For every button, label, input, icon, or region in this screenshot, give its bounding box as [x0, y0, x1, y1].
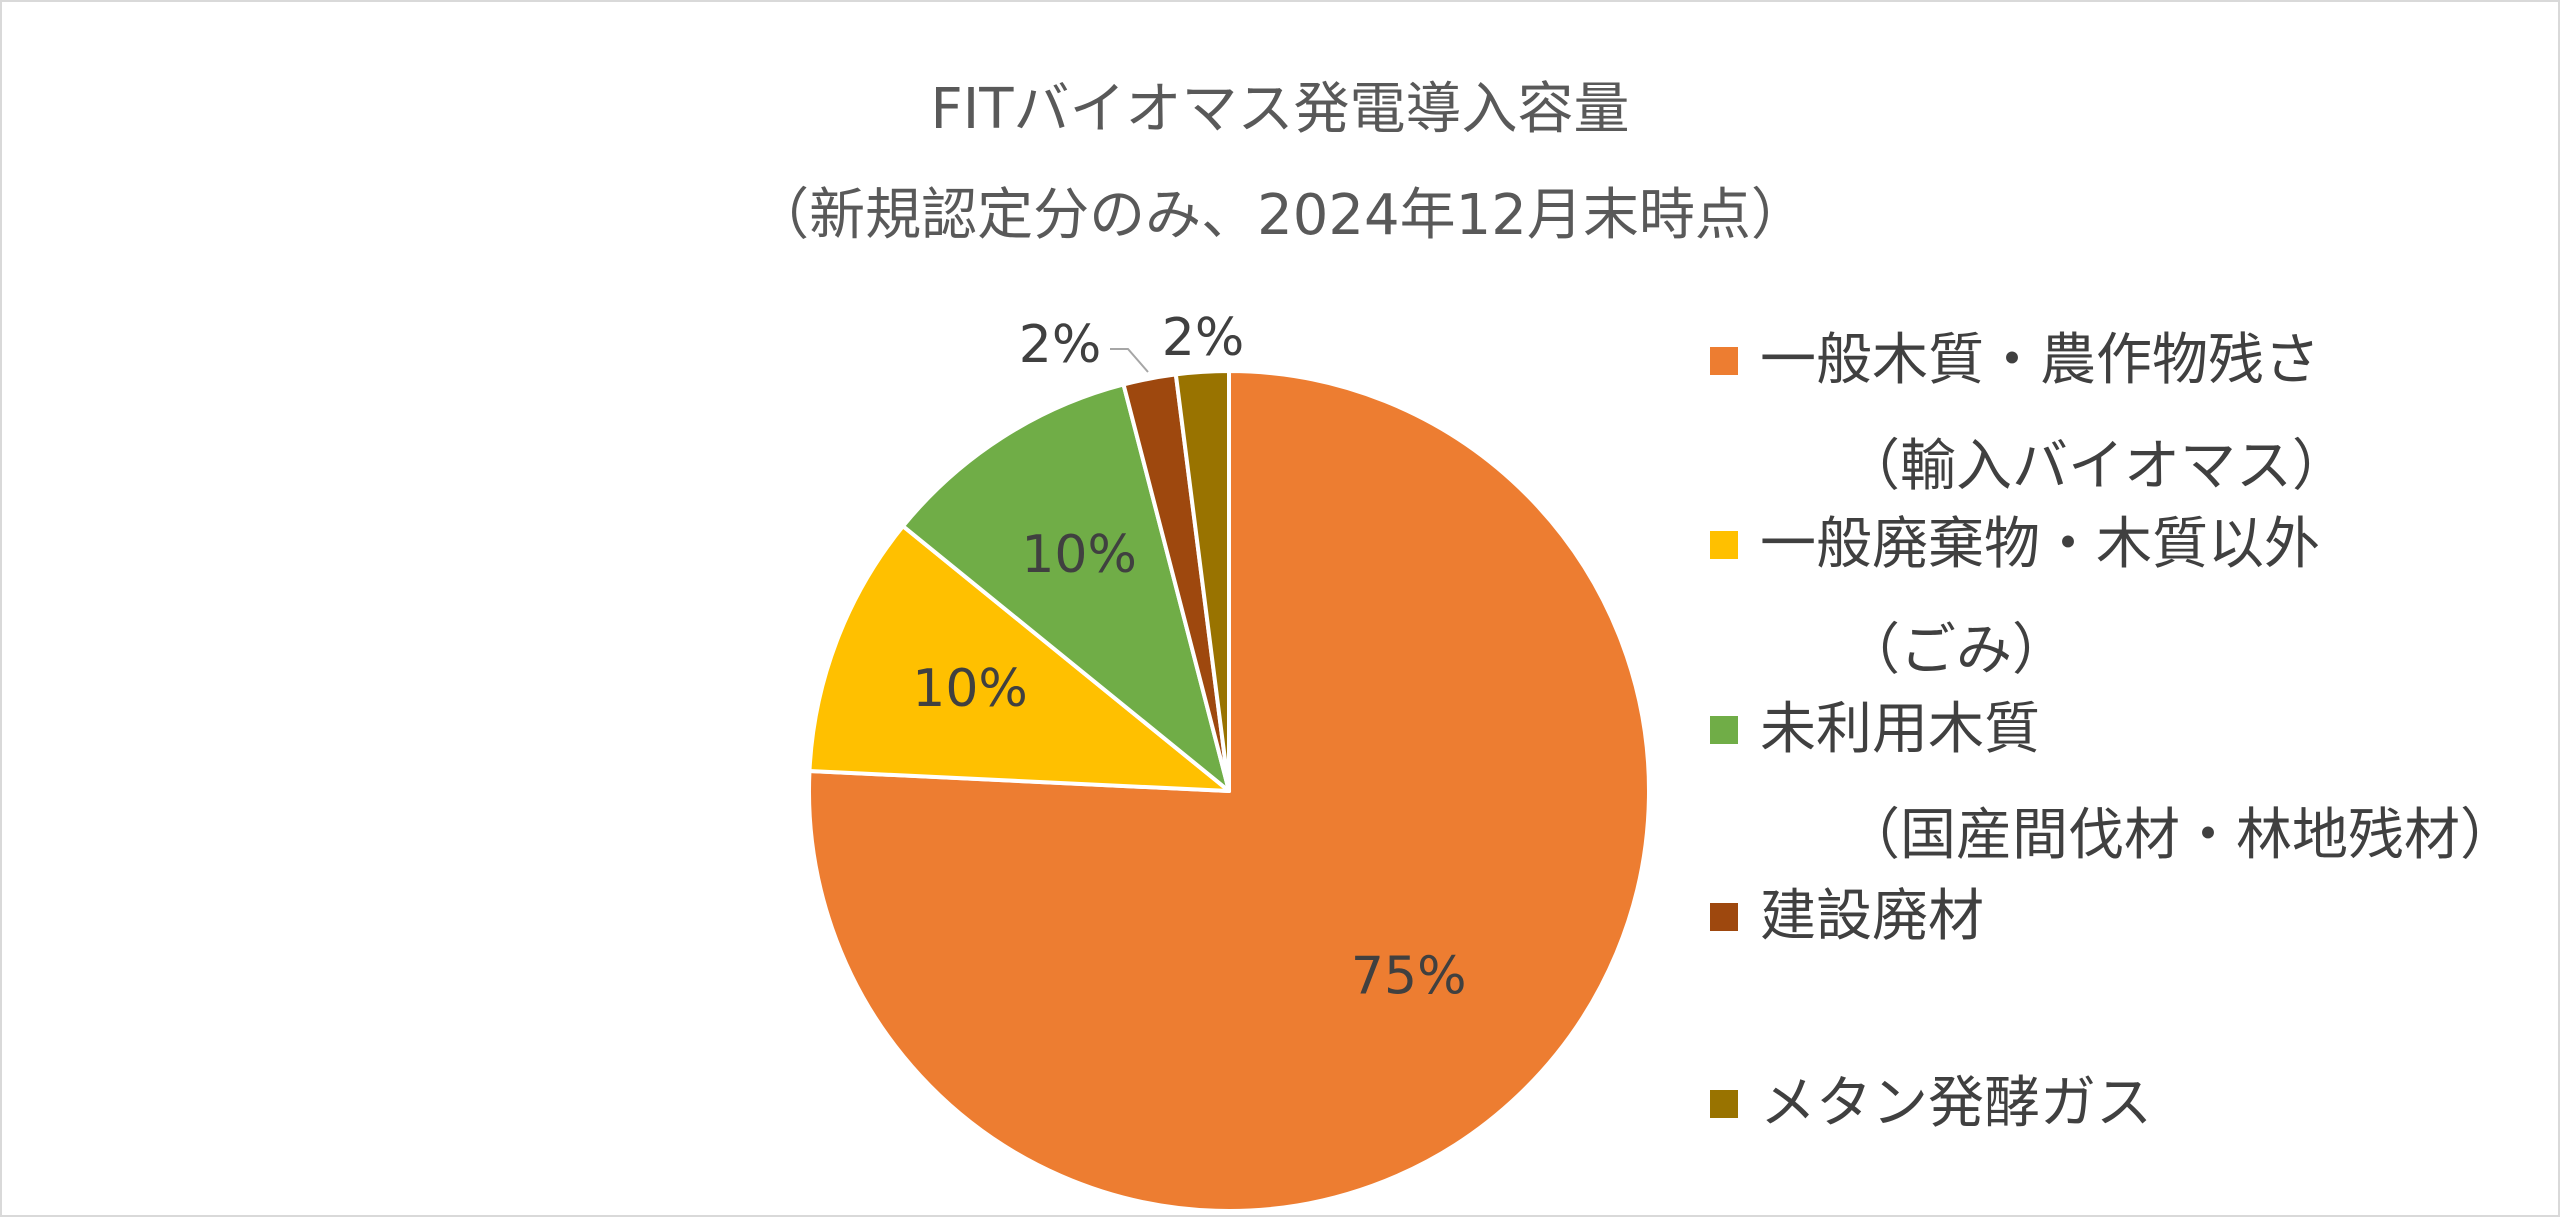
- legend-sublabel-general-waste: （ごみ）: [1844, 618, 2068, 683]
- data-labels: 75% 10% 10% 2% 2%: [912, 308, 1466, 1006]
- legend-swatch-general-waste: [1710, 531, 1738, 559]
- data-label-1: 10%: [912, 659, 1028, 719]
- legend-label-unused-wood: 未利用木質: [1760, 697, 2040, 762]
- data-label-3: 2%: [1019, 315, 1102, 375]
- data-label-2: 10%: [1021, 525, 1137, 585]
- legend-label-construction-waste: 建設廃材: [1760, 884, 1984, 949]
- pie-slice-4: [1173, 369, 1231, 793]
- legend-item-methane: メタン発酵ガス: [1710, 1076, 2152, 1132]
- legend-swatch-methane: [1710, 1090, 1738, 1118]
- data-label-0: 75%: [1351, 946, 1467, 1006]
- legend-item-unused-wood: 未利用木質 （国産間伐材・林地残材）: [1710, 702, 2516, 864]
- pie-slices: [807, 369, 1651, 1213]
- legend-item-construction-waste: 建設廃材: [1710, 889, 1984, 945]
- legend-label-general-waste: 一般廃棄物・木質以外: [1760, 512, 2320, 577]
- leader-lines: [1110, 348, 1149, 373]
- legend-swatch-unused-wood: [1710, 716, 1738, 744]
- legend-label-general-wood: 一般木質・農作物残さ: [1760, 328, 2320, 393]
- chart-title: FITバイオマス発電導入容量: [930, 77, 1630, 142]
- leader-line-3: [1110, 348, 1149, 373]
- data-label-4: 2%: [1162, 308, 1245, 368]
- legend-sublabel-general-wood: （輸入バイオマス）: [1844, 434, 2348, 499]
- legend-item-general-wood: 一般木質・農作物残さ （輸入バイオマス）: [1710, 333, 2348, 495]
- legend-sublabel-unused-wood: （国産間伐材・林地残材）: [1844, 803, 2516, 868]
- legend-swatch-general-wood: [1710, 347, 1738, 375]
- legend-item-general-waste: 一般廃棄物・木質以外 （ごみ）: [1710, 517, 2320, 679]
- chart-subtitle: （新規認定分のみ、2024年12月末時点）: [753, 183, 1807, 248]
- legend-swatch-construction-waste: [1710, 903, 1738, 931]
- legend-label-methane: メタン発酵ガス: [1760, 1071, 2152, 1136]
- pie-slice-1: [807, 524, 1231, 793]
- pie-slice-2: [901, 382, 1231, 793]
